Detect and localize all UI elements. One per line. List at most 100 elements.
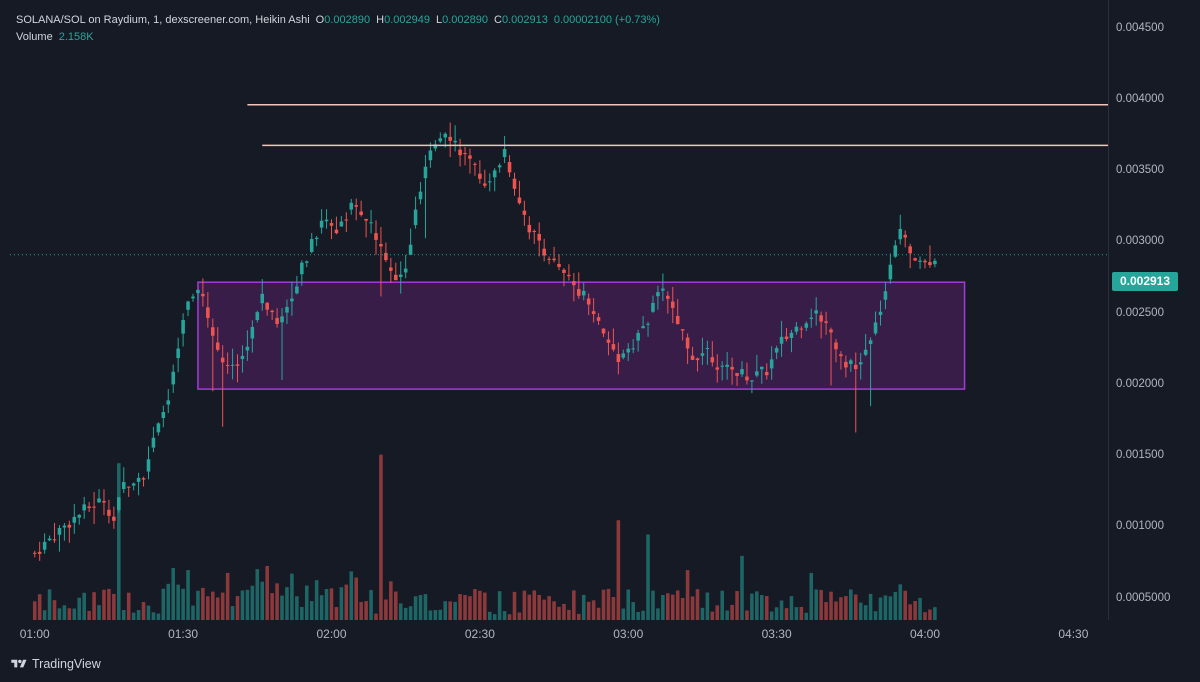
volume-bar bbox=[710, 611, 715, 620]
candle-body bbox=[240, 355, 245, 360]
candle-body bbox=[631, 348, 635, 350]
volume-bar bbox=[621, 608, 626, 620]
candle-body bbox=[468, 155, 472, 159]
candle-body bbox=[601, 328, 606, 334]
support-zone-rect bbox=[197, 281, 966, 390]
volume-bar bbox=[359, 601, 363, 620]
candle-body bbox=[873, 322, 878, 334]
symbol-title[interactable]: SOLANA/SOL on Raydium, 1, dexscreener.co… bbox=[16, 14, 310, 26]
volume-bar bbox=[403, 607, 408, 620]
candle-body bbox=[735, 373, 739, 376]
candle-body bbox=[260, 293, 265, 304]
volume-bar bbox=[433, 610, 438, 620]
volume-bar bbox=[300, 606, 304, 620]
volume-bar bbox=[779, 600, 784, 620]
price-tick-label: 0.0005000 bbox=[1116, 591, 1171, 604]
candle-body bbox=[799, 328, 804, 330]
candle-body bbox=[933, 260, 937, 265]
tradingview-attribution[interactable]: TradingView bbox=[10, 657, 101, 671]
volume-bar bbox=[853, 594, 858, 620]
candle-body bbox=[37, 551, 42, 554]
candle-body bbox=[403, 268, 408, 273]
candle-body bbox=[918, 260, 922, 262]
candle-body bbox=[364, 218, 368, 221]
candle-body bbox=[636, 332, 640, 341]
volume-bar bbox=[819, 589, 823, 620]
time-tick-label: 04:00 bbox=[909, 627, 941, 641]
volume-bar bbox=[250, 585, 255, 620]
volume-label[interactable]: Volume bbox=[16, 31, 53, 43]
volume-bar bbox=[354, 577, 358, 620]
candle-body bbox=[626, 348, 631, 353]
volume-bar bbox=[423, 594, 428, 620]
plot-area[interactable] bbox=[10, 0, 1109, 620]
candle-body bbox=[235, 364, 240, 366]
candle-body bbox=[824, 321, 828, 323]
candle-body bbox=[839, 354, 843, 357]
volume-bar bbox=[863, 605, 868, 620]
candle-body bbox=[507, 162, 512, 173]
volume-bar bbox=[344, 584, 349, 620]
volume-bar bbox=[764, 595, 769, 620]
volume-bar bbox=[567, 609, 571, 620]
volume-bar bbox=[923, 612, 927, 620]
volume-bar bbox=[804, 612, 809, 620]
chart-legend: SOLANA/SOL on Raydium, 1, dexscreener.co… bbox=[16, 12, 660, 46]
volume-bar bbox=[755, 591, 759, 620]
time-tick-label: 02:30 bbox=[464, 627, 495, 641]
volume-bar bbox=[369, 590, 373, 620]
volume-bar bbox=[87, 610, 91, 620]
candle-body bbox=[196, 289, 200, 294]
price-change: 0.00002100 (+0.73%) bbox=[553, 14, 660, 26]
volume-bar bbox=[715, 605, 720, 620]
candle-body bbox=[804, 323, 809, 328]
candle-body bbox=[166, 400, 171, 405]
volume-bar bbox=[42, 610, 47, 620]
candle-body bbox=[656, 292, 660, 297]
volume-bar bbox=[186, 570, 190, 620]
volume-bar bbox=[858, 602, 863, 620]
candle-body bbox=[458, 149, 462, 156]
volume-bar bbox=[37, 594, 42, 620]
volume-bar bbox=[903, 590, 907, 620]
volume-bar bbox=[290, 573, 294, 620]
volume-bar bbox=[868, 593, 873, 620]
volume-bar bbox=[67, 608, 72, 620]
price-tick-label: 0.003500 bbox=[1116, 164, 1164, 177]
price-tick-label: 0.002500 bbox=[1116, 306, 1164, 319]
volume-bar bbox=[107, 588, 111, 620]
candle-body bbox=[423, 166, 428, 179]
volume-bar bbox=[537, 594, 541, 620]
volume-bar bbox=[606, 588, 611, 620]
volume-bar bbox=[670, 594, 675, 620]
volume-bar bbox=[191, 605, 195, 620]
candle-body bbox=[136, 477, 141, 482]
volume-bar bbox=[641, 610, 645, 620]
volume-bar bbox=[206, 596, 210, 620]
candle-body bbox=[740, 369, 744, 375]
volume-bar bbox=[398, 603, 403, 620]
volume-bar bbox=[211, 591, 215, 620]
volume-bar bbox=[280, 595, 284, 620]
candle-body bbox=[270, 310, 274, 313]
candle-body bbox=[146, 459, 151, 472]
candle-body bbox=[151, 437, 156, 448]
candle-body bbox=[72, 516, 77, 523]
volume-bar bbox=[265, 566, 269, 620]
volume-bar bbox=[57, 608, 62, 620]
candle-body bbox=[304, 261, 309, 263]
volume-bar bbox=[304, 585, 309, 620]
candle-body bbox=[82, 504, 86, 511]
candle-body bbox=[225, 365, 230, 367]
volume-bar bbox=[319, 595, 324, 620]
volume-bar bbox=[141, 602, 146, 620]
volume-bar bbox=[492, 614, 497, 620]
candle-body bbox=[779, 336, 784, 344]
volume-bar bbox=[512, 591, 517, 620]
candle-body bbox=[354, 205, 358, 207]
candle-body bbox=[309, 238, 314, 252]
volume-bar bbox=[577, 613, 581, 620]
volume-bar bbox=[933, 607, 937, 620]
volume-bar bbox=[97, 605, 101, 620]
